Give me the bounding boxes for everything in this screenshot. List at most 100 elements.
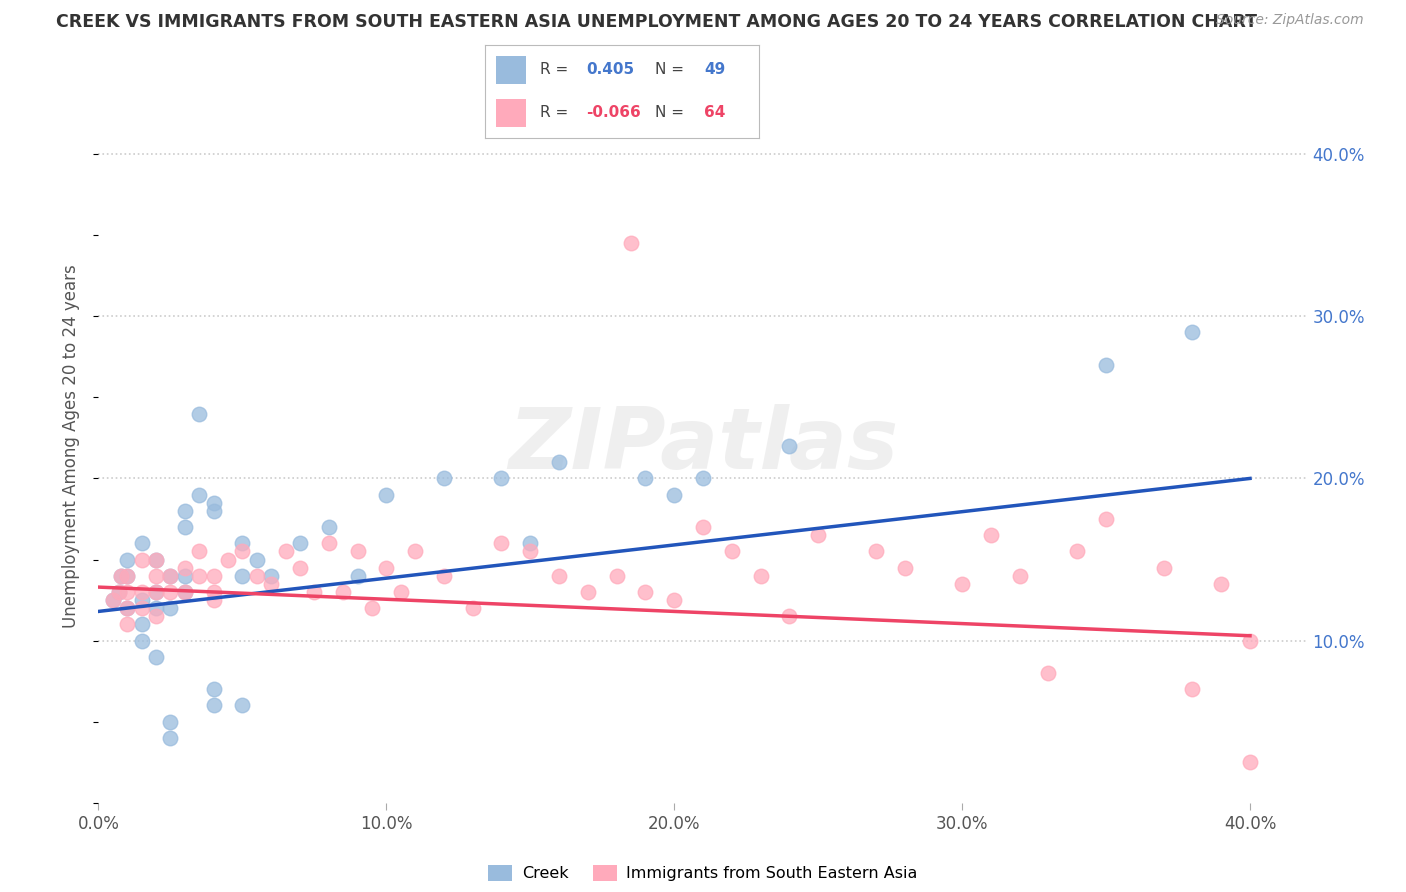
Point xyxy=(778,439,800,453)
Point xyxy=(375,560,398,574)
Point xyxy=(246,552,269,566)
Point xyxy=(1181,682,1204,697)
Point xyxy=(491,471,513,485)
Point xyxy=(159,731,181,745)
Point xyxy=(950,577,973,591)
Point xyxy=(519,544,541,558)
Point xyxy=(131,593,153,607)
Point xyxy=(664,593,686,607)
Text: N =: N = xyxy=(655,62,685,78)
Point xyxy=(145,601,167,615)
Point xyxy=(433,568,456,582)
Point xyxy=(202,698,225,713)
Point xyxy=(145,609,167,624)
Point xyxy=(246,568,269,582)
Point xyxy=(548,568,571,582)
Point xyxy=(131,617,153,632)
Point xyxy=(173,504,195,518)
Point xyxy=(159,714,181,729)
Point xyxy=(576,585,599,599)
Point xyxy=(288,536,311,550)
Bar xyxy=(496,56,526,84)
Point xyxy=(461,601,484,615)
Point xyxy=(115,568,138,582)
Text: Source: ZipAtlas.com: Source: ZipAtlas.com xyxy=(1216,13,1364,28)
Point xyxy=(115,568,138,582)
Point xyxy=(231,698,253,713)
Point xyxy=(131,585,153,599)
Point xyxy=(548,455,571,469)
Point xyxy=(1095,512,1118,526)
Point xyxy=(1181,326,1204,340)
Point xyxy=(231,536,253,550)
Point xyxy=(389,585,412,599)
Point xyxy=(202,496,225,510)
Point xyxy=(346,544,368,558)
Y-axis label: Unemployment Among Ages 20 to 24 years: Unemployment Among Ages 20 to 24 years xyxy=(62,264,80,628)
Point xyxy=(1239,633,1261,648)
Point xyxy=(202,593,225,607)
Point xyxy=(110,568,132,582)
Point xyxy=(304,585,326,599)
Point xyxy=(115,552,138,566)
Point xyxy=(173,560,195,574)
Point xyxy=(115,617,138,632)
Point xyxy=(346,568,368,582)
Point xyxy=(404,544,426,558)
Text: 49: 49 xyxy=(704,62,725,78)
Point xyxy=(1153,560,1175,574)
Text: 64: 64 xyxy=(704,105,725,120)
Point xyxy=(145,649,167,664)
Point xyxy=(692,520,714,534)
Legend: Creek, Immigrants from South Eastern Asia: Creek, Immigrants from South Eastern Asi… xyxy=(482,858,924,888)
Point xyxy=(107,585,129,599)
Text: N =: N = xyxy=(655,105,685,120)
Point xyxy=(145,568,167,582)
Point xyxy=(188,488,211,502)
Point xyxy=(980,528,1002,542)
Point xyxy=(865,544,887,558)
Point xyxy=(1066,544,1088,558)
Point xyxy=(1038,666,1060,681)
Point xyxy=(332,585,354,599)
Point xyxy=(1095,358,1118,372)
Point xyxy=(361,601,384,615)
Text: 0.405: 0.405 xyxy=(586,62,634,78)
Point xyxy=(231,568,253,582)
Point xyxy=(606,568,628,582)
Point xyxy=(145,585,167,599)
Text: CREEK VS IMMIGRANTS FROM SOUTH EASTERN ASIA UNEMPLOYMENT AMONG AGES 20 TO 24 YEA: CREEK VS IMMIGRANTS FROM SOUTH EASTERN A… xyxy=(56,13,1257,31)
Text: R =: R = xyxy=(540,105,568,120)
Point xyxy=(692,471,714,485)
Point xyxy=(159,601,181,615)
Point xyxy=(188,544,211,558)
Text: R =: R = xyxy=(540,62,568,78)
Point xyxy=(664,488,686,502)
Text: ZIPatlas: ZIPatlas xyxy=(508,404,898,488)
Point xyxy=(288,560,311,574)
Point xyxy=(260,577,283,591)
Point xyxy=(274,544,297,558)
Point xyxy=(519,536,541,550)
Point xyxy=(202,568,225,582)
Point xyxy=(188,568,211,582)
Point xyxy=(107,585,129,599)
Point xyxy=(1211,577,1233,591)
Point xyxy=(260,568,283,582)
Point xyxy=(101,593,124,607)
Point xyxy=(173,520,195,534)
Point xyxy=(145,585,167,599)
Point xyxy=(115,601,138,615)
Point xyxy=(131,633,153,648)
Point xyxy=(318,536,340,550)
Point xyxy=(433,471,456,485)
Point xyxy=(145,552,167,566)
Point xyxy=(110,568,132,582)
Point xyxy=(778,609,800,624)
Point xyxy=(634,471,657,485)
Bar xyxy=(496,99,526,127)
Point xyxy=(318,520,340,534)
Point xyxy=(131,601,153,615)
Point xyxy=(159,568,181,582)
Point xyxy=(131,536,153,550)
